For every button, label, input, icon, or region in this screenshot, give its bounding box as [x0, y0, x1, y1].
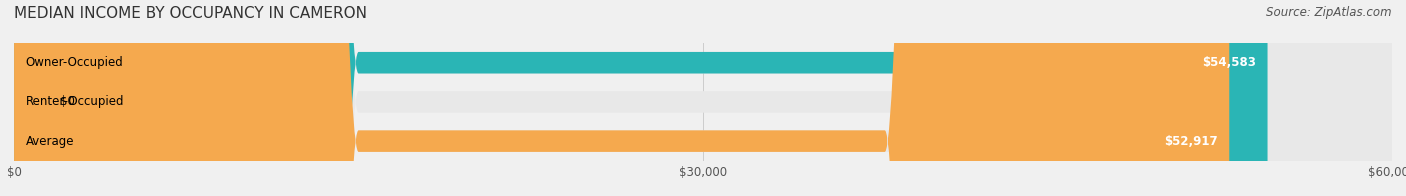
- FancyBboxPatch shape: [14, 0, 1268, 196]
- FancyBboxPatch shape: [14, 0, 1392, 196]
- Text: $0: $0: [60, 95, 75, 108]
- Text: MEDIAN INCOME BY OCCUPANCY IN CAMERON: MEDIAN INCOME BY OCCUPANCY IN CAMERON: [14, 6, 367, 21]
- Text: Source: ZipAtlas.com: Source: ZipAtlas.com: [1267, 6, 1392, 19]
- Text: $54,583: $54,583: [1202, 56, 1256, 69]
- Text: Owner-Occupied: Owner-Occupied: [25, 56, 124, 69]
- Text: Renter-Occupied: Renter-Occupied: [25, 95, 124, 108]
- Text: Average: Average: [25, 135, 75, 148]
- FancyBboxPatch shape: [14, 0, 1392, 196]
- FancyBboxPatch shape: [14, 0, 1229, 196]
- Text: $52,917: $52,917: [1164, 135, 1218, 148]
- FancyBboxPatch shape: [14, 0, 1392, 196]
